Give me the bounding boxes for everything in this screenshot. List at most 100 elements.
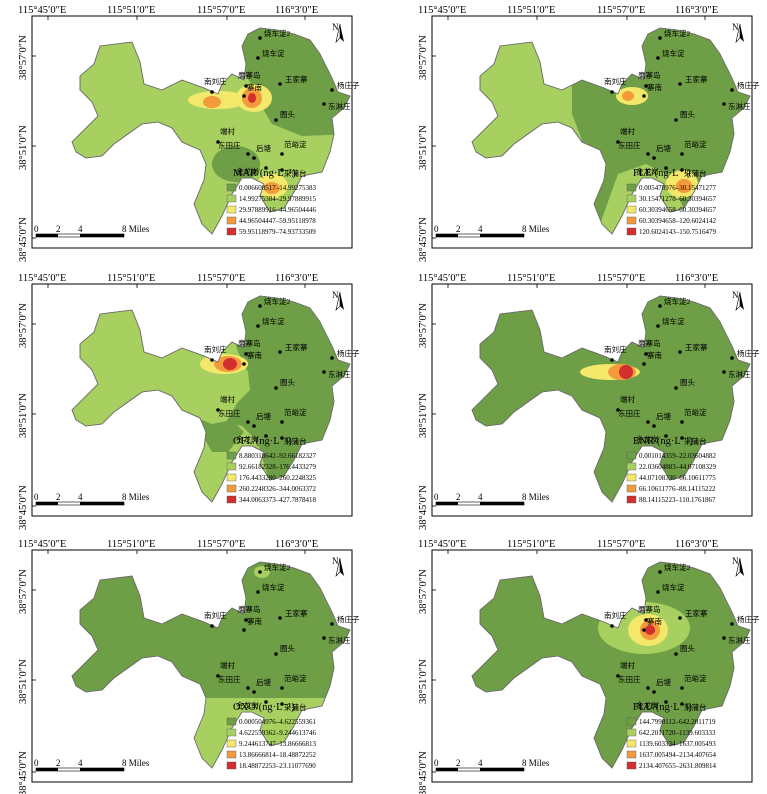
legend-class-label: 44.96504447–59.95118978 xyxy=(239,217,316,225)
sampling-site-marker xyxy=(280,420,284,424)
sampling-site-marker xyxy=(242,362,246,366)
legend: OXO/(ng·L⁻¹) 0.000504976–4.622559361 4.622… xyxy=(226,702,317,770)
latitude-tick-label: 38°45′0″N xyxy=(418,217,429,262)
sampling-site-marker xyxy=(616,140,620,144)
sampling-site-label: 烧车淀 xyxy=(662,582,685,592)
scale-bar-label: 8 Miles xyxy=(522,224,550,234)
sampling-site-label: 烧车淀2 xyxy=(664,28,690,38)
longitude-tick-label: 115°57′0″E xyxy=(197,273,245,284)
legend-swatch xyxy=(226,216,237,225)
legend-swatch xyxy=(226,717,237,726)
legend-class-label: 30.15471278–60.30394657 xyxy=(639,195,717,203)
legend-class-label: 9.244613747–13.86666813 xyxy=(239,740,317,748)
sampling-site-marker xyxy=(658,304,662,308)
sampling-site-label: 东淋庄 xyxy=(728,101,751,111)
north-label: N xyxy=(332,556,339,566)
sampling-site-marker xyxy=(216,140,220,144)
legend-title: OXO/(ng·L⁻¹) xyxy=(233,702,295,713)
sampling-site-marker xyxy=(278,82,282,86)
scale-bar-label: 4 xyxy=(478,224,483,234)
legend-class-label: 66.10611776–88.14115222 xyxy=(639,485,716,493)
map-panel-ofl: 115°45′0″E 115°51′0″E 115°57′0″E 116°3′0″E 3… xyxy=(2,270,360,530)
longitude-tick-label: 115°57′0″E xyxy=(597,273,645,284)
scale-bar-label: 0 xyxy=(434,224,439,234)
sampling-site-marker xyxy=(664,434,668,438)
sampling-site-label: 范峪淀 xyxy=(284,407,307,417)
legend-class-label: 0.001014359–22.03604882 xyxy=(639,452,717,460)
sampling-site-label: 采蒲台 xyxy=(284,436,307,446)
legend-class-label: 120.6024143–150.7516479 xyxy=(639,228,717,236)
sampling-site-marker xyxy=(216,408,220,412)
legend-swatch xyxy=(226,462,237,471)
north-arrow-icon xyxy=(335,291,344,311)
sampling-site-label: 南刘庄 xyxy=(604,344,627,354)
sampling-site-marker xyxy=(644,84,648,88)
legend-swatch xyxy=(226,183,237,192)
sampling-site-marker xyxy=(674,652,678,656)
sampling-site-label: 寨南 xyxy=(647,616,662,626)
legend-class-label: 0.005478976–30.15471277 xyxy=(639,184,717,192)
longitude-tick-label: 116°3′0″E xyxy=(275,539,318,550)
sampling-site-marker xyxy=(656,590,660,594)
sampling-site-marker xyxy=(642,94,646,98)
legend-swatch xyxy=(626,750,637,759)
sampling-site-label: 东田庄 xyxy=(218,408,241,418)
sampling-site-label: 圈头 xyxy=(680,377,695,387)
sampling-site-label: 圈头 xyxy=(280,643,295,653)
legend-class-label: 8.880318642–92.66182327 xyxy=(239,452,317,460)
legend-class-label: 92.66182328–176.4433279 xyxy=(239,463,317,471)
latitude-tick-label: 38°45′0″N xyxy=(18,217,29,262)
longitude-tick-label: 116°3′0″E xyxy=(675,5,718,16)
legend-swatch xyxy=(226,473,237,482)
legend-swatch xyxy=(626,495,637,504)
sampling-site-marker xyxy=(652,424,656,428)
sampling-site-label: 烧车淀2 xyxy=(664,562,690,572)
north-arrow-icon xyxy=(335,557,344,577)
sampling-site-marker xyxy=(330,622,334,626)
legend-class-label: 4.622559362–9.244613746 xyxy=(239,729,317,737)
sampling-site-label: 杨庄子 xyxy=(337,80,360,90)
sampling-site-label: 东田庄 xyxy=(218,674,241,684)
sampling-site-marker xyxy=(210,624,214,628)
sampling-site-marker xyxy=(274,652,278,656)
legend-title: FLE/(ng·L⁻¹) xyxy=(633,168,691,179)
longitude-tick-label: 115°51′0″E xyxy=(107,273,155,284)
sampling-site-marker xyxy=(722,370,726,374)
sampling-site-label: 南刘庄 xyxy=(604,76,627,86)
sampling-site-marker xyxy=(252,424,256,428)
sampling-site-label: 王家寨 xyxy=(285,74,308,84)
sampling-site-label: 端村 xyxy=(220,660,235,670)
sampling-site-marker xyxy=(244,84,248,88)
scale-bar: 0 2 4 8 Miles xyxy=(34,492,150,506)
legend-swatch xyxy=(626,194,637,203)
longitude-tick-label: 115°45′0″E xyxy=(18,539,66,550)
sampling-site-label: 金龙岗 xyxy=(236,434,259,444)
sampling-site-label: 杨庄子 xyxy=(337,614,360,624)
sampling-site-marker xyxy=(658,570,662,574)
sampling-site-label: 东田庄 xyxy=(618,140,641,150)
sampling-site-marker xyxy=(652,690,656,694)
sampling-site-label: 寨南 xyxy=(647,82,662,92)
sampling-site-label: 范峪淀 xyxy=(284,139,307,149)
sampling-site-marker xyxy=(680,436,684,440)
longitude-tick-label: 115°51′0″E xyxy=(107,5,155,16)
sampling-site-label: 采蒲台 xyxy=(684,436,707,446)
legend-class-label: 13.86666814–18.48872252 xyxy=(239,751,317,759)
sampling-site-label: 寨南 xyxy=(647,350,662,360)
sampling-site-marker xyxy=(246,152,250,156)
scale-bar-label: 8 Miles xyxy=(122,758,150,768)
sampling-site-marker xyxy=(256,324,260,328)
legend: FLE/(ng·L⁻¹) 0.005478976–30.15471277 30.15… xyxy=(626,168,717,236)
legend-class-label: 0.000504976–4.622559361 xyxy=(239,718,317,726)
sampling-site-marker xyxy=(680,420,684,424)
scale-bar: 0 2 4 8 Miles xyxy=(434,758,550,772)
sampling-site-label: 后塘 xyxy=(256,677,271,687)
scale-bar-label: 8 Miles xyxy=(522,758,550,768)
scale-bar-label: 8 Miles xyxy=(122,492,150,502)
sampling-site-label: 烧车淀 xyxy=(662,316,685,326)
sampling-site-label: 金龙岗 xyxy=(636,434,659,444)
sampling-site-marker xyxy=(644,618,648,622)
longitude-tick-label: 115°57′0″E xyxy=(197,539,245,550)
sampling-site-marker xyxy=(656,56,660,60)
sampling-site-marker xyxy=(680,152,684,156)
